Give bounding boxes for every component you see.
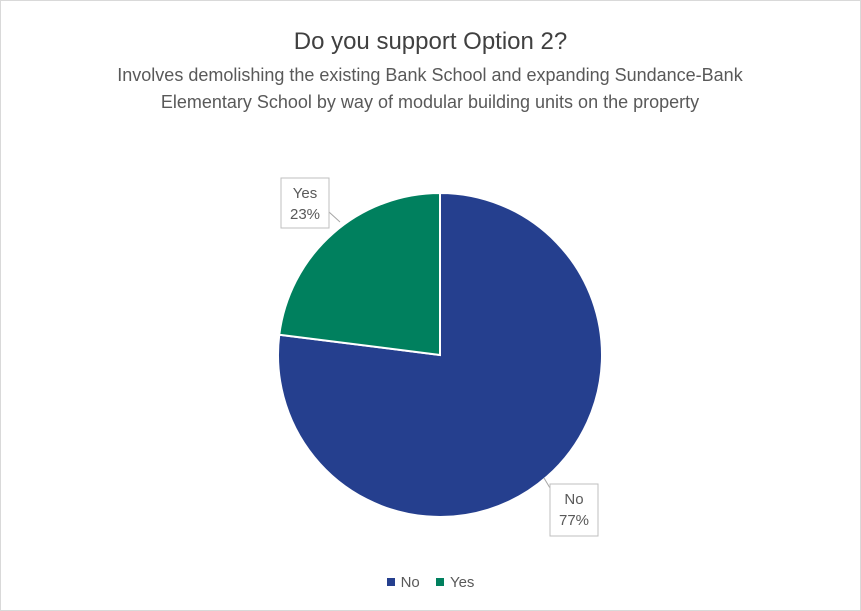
data-label-value-yes: 23% — [290, 206, 320, 223]
chart-subtitle: Involves demolishing the existing Bank S… — [117, 65, 743, 112]
chart-legend: No Yes — [0, 574, 861, 591]
data-label-category-no: No — [564, 491, 583, 508]
chart-title: Do you support Option 2? — [293, 28, 568, 55]
legend-swatch-no — [386, 578, 395, 586]
leader-line-no — [543, 477, 551, 489]
leader-line-yes — [328, 211, 341, 223]
data-label-box-yes — [280, 177, 330, 229]
data-label-category-yes: Yes — [293, 185, 317, 202]
legend-item-no: No — [386, 574, 420, 591]
legend-swatch-yes — [435, 578, 444, 586]
legend-item-yes: Yes — [435, 574, 475, 591]
legend-label-yes: Yes — [449, 574, 475, 591]
data-label-box-no — [549, 483, 599, 537]
pie-slice-yes — [278, 191, 441, 357]
legend-label-no: No — [400, 574, 420, 591]
data-label-value-no: 77% — [559, 512, 589, 529]
